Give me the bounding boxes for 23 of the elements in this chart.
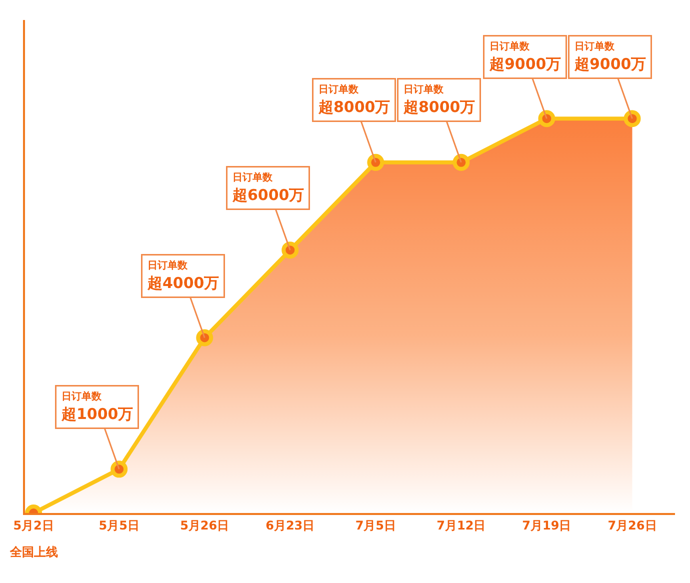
point — [282, 242, 299, 259]
data-label: 日订单数超4000万 — [146, 260, 220, 292]
data-label: 日订单数超8000万 — [318, 84, 390, 116]
x-tick-label: 7月12日 — [436, 518, 486, 532]
point — [196, 329, 214, 346]
x-tick-label: 5月2日 — [13, 518, 54, 532]
point — [367, 154, 384, 171]
x-tick-label: 7月19日 — [522, 518, 572, 532]
data-label: 日订单数超9000万 — [488, 40, 562, 73]
point — [624, 110, 641, 128]
point — [452, 154, 470, 171]
text: 全国上线 — [9, 545, 58, 559]
point — [110, 460, 128, 478]
x-tick-label: 5月26日 — [180, 518, 230, 532]
x-tick-label: 7月26日 — [608, 518, 657, 532]
data-label: 日订单数超8000万 — [402, 84, 476, 116]
data-label: 日订单数超6000万 — [232, 172, 304, 204]
x-tick-label: 5月5日 — [98, 518, 140, 532]
point — [538, 110, 556, 128]
data-label: 日订单数超1000万 — [60, 390, 134, 423]
x-tick-label: 7月5日 — [355, 518, 396, 532]
x-tick-label: 6月23日 — [266, 518, 315, 532]
data-label: 日订单数超9000万 — [574, 40, 646, 73]
